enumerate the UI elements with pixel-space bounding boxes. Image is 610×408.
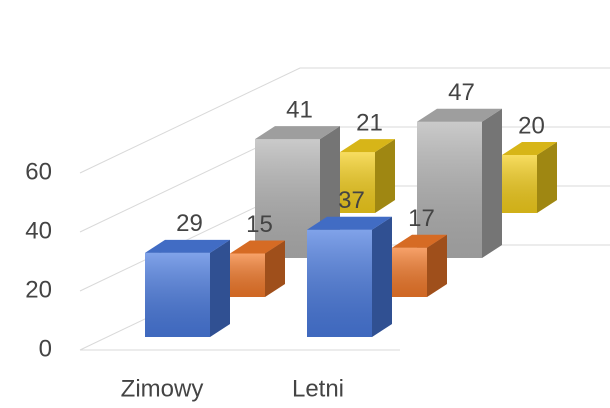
bar-side — [375, 139, 395, 213]
bar-shade — [145, 252, 210, 337]
bar-top — [392, 234, 447, 248]
bar-top — [255, 126, 340, 140]
bar-side — [265, 240, 285, 297]
bar-top-dark — [392, 234, 447, 248]
bar-top-dark — [307, 216, 392, 230]
bar-top — [340, 139, 395, 153]
y-tick-label: 60 — [25, 158, 52, 185]
bar-top-dark — [145, 239, 230, 253]
bar-shade — [340, 152, 375, 213]
data-label: 21 — [356, 109, 383, 136]
bar — [392, 234, 447, 297]
bar-top — [230, 240, 285, 254]
bar-side — [427, 234, 447, 297]
data-label: 29 — [176, 210, 203, 237]
bar — [145, 239, 230, 337]
bar — [230, 240, 285, 297]
bar-side — [210, 239, 230, 337]
y-tick-label: 20 — [25, 276, 52, 303]
y-tick-label: 40 — [25, 217, 52, 244]
bar-top — [145, 239, 230, 253]
bar-top — [502, 142, 557, 155]
bar — [502, 142, 557, 213]
bar-top-dark — [417, 108, 502, 122]
bar-side — [372, 216, 392, 337]
bar-shade — [307, 229, 372, 337]
bar-shade — [230, 253, 265, 297]
bar-side-dark — [537, 142, 557, 213]
data-label: 37 — [338, 187, 365, 214]
bar-top-dark — [255, 126, 340, 140]
bar-side — [537, 142, 557, 213]
bar-shade — [502, 155, 537, 213]
data-label: 15 — [246, 211, 273, 238]
bar-top-dark — [230, 240, 285, 254]
bar-side-dark — [427, 234, 447, 297]
data-label: 41 — [286, 96, 313, 123]
y-tick-label: 0 — [39, 335, 52, 362]
data-label: 47 — [448, 79, 475, 106]
bar-top — [307, 216, 392, 230]
bar — [307, 216, 392, 337]
x-tick-label: Zimowy — [121, 375, 204, 402]
data-label: 20 — [518, 112, 545, 139]
bar-side-dark — [375, 139, 395, 213]
bar-top-dark — [340, 139, 395, 153]
data-label: 17 — [408, 205, 435, 232]
bar — [340, 139, 395, 213]
bar-side-dark — [265, 240, 285, 297]
bar-top — [417, 108, 502, 122]
grid-line — [79, 67, 610, 174]
bar-side-dark — [482, 108, 502, 258]
bar-side-dark — [372, 216, 392, 337]
bar-side — [482, 108, 502, 258]
bar-side-dark — [210, 239, 230, 337]
bar-top-dark — [502, 142, 557, 155]
bar-shade — [392, 247, 427, 297]
x-tick-label: Letni — [292, 375, 344, 402]
